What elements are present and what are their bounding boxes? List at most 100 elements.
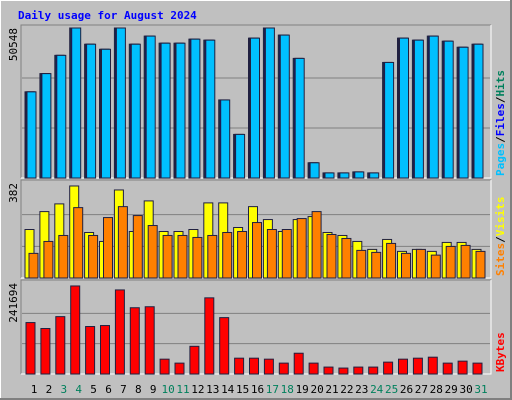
x-tick-label: 3 <box>60 383 67 396</box>
panel-bevel-dark <box>20 279 491 374</box>
y-tick-label: 50548 <box>7 28 20 61</box>
bar <box>356 249 367 279</box>
bar <box>457 360 468 375</box>
x-tick-label: 2 <box>46 383 53 396</box>
bar <box>384 61 395 179</box>
bar <box>278 362 289 375</box>
bar <box>145 35 156 179</box>
bar <box>114 289 125 375</box>
x-tick-label: 17 <box>266 383 279 396</box>
bar <box>443 40 454 179</box>
bar <box>311 211 322 279</box>
bar <box>56 54 67 179</box>
x-tick-label: 9 <box>150 383 157 396</box>
bar <box>73 207 84 279</box>
bar <box>204 297 215 375</box>
bar <box>219 317 230 375</box>
panel-bevel-dark <box>20 24 491 178</box>
bar <box>264 27 275 179</box>
x-tick-label: 12 <box>191 383 204 396</box>
bar <box>386 242 397 279</box>
bar <box>101 48 111 179</box>
bar <box>398 358 408 375</box>
bar <box>472 362 483 375</box>
bar <box>222 231 233 279</box>
panel-bevel-dark <box>20 179 491 278</box>
bar <box>144 306 155 375</box>
legend-separator: / <box>494 236 507 243</box>
bar <box>115 27 126 179</box>
bar <box>442 362 453 375</box>
bar <box>25 322 36 375</box>
bar <box>235 133 246 179</box>
bar <box>412 357 423 375</box>
bar <box>129 307 140 375</box>
x-tick-label: 14 <box>221 383 235 396</box>
bar <box>252 222 262 279</box>
bar <box>460 244 471 279</box>
bar <box>159 358 170 375</box>
y-tick-label: 382 <box>7 183 20 203</box>
bar <box>296 218 307 279</box>
legend-separator: / <box>494 136 507 143</box>
bar <box>353 366 364 375</box>
bar <box>41 73 52 179</box>
x-tick-label: 23 <box>355 383 368 396</box>
bar <box>430 254 441 279</box>
bar <box>427 356 438 375</box>
x-tick-label: 16 <box>251 383 264 396</box>
bar <box>281 229 292 279</box>
legend-entry: Visits <box>494 197 507 237</box>
x-tick-label: 20 <box>310 383 323 396</box>
bar <box>26 91 37 179</box>
bar <box>475 250 486 279</box>
bar <box>103 217 113 279</box>
bar <box>279 34 290 179</box>
bar <box>40 328 51 375</box>
bar <box>399 37 409 179</box>
x-tick-label: 18 <box>281 383 294 396</box>
bar <box>234 357 245 375</box>
bar <box>220 99 231 179</box>
bar <box>308 362 319 375</box>
bar <box>326 233 337 279</box>
x-tick-label: 11 <box>176 383 189 396</box>
bar <box>341 237 352 279</box>
bar <box>338 367 349 375</box>
bar <box>266 229 277 279</box>
bar <box>175 42 186 179</box>
bar <box>324 172 335 179</box>
bar <box>323 366 334 375</box>
bar <box>250 37 260 179</box>
x-tick-label: 1 <box>31 383 38 396</box>
bar <box>28 252 39 279</box>
bar <box>58 234 69 279</box>
bar <box>249 357 259 375</box>
bar <box>207 234 218 279</box>
bar <box>371 251 382 279</box>
bar <box>401 252 411 279</box>
bar <box>70 285 81 375</box>
x-tick-label: 28 <box>430 383 443 396</box>
bar <box>130 43 141 179</box>
legend: KBytes <box>494 332 507 372</box>
x-tick-label: 24 <box>370 383 384 396</box>
bar <box>71 27 82 179</box>
bar <box>445 245 456 279</box>
bar <box>192 236 203 279</box>
bar <box>162 234 173 279</box>
legend-entry: Hits <box>494 70 507 97</box>
bar <box>85 326 96 375</box>
x-tick-label: 19 <box>296 383 309 396</box>
bar <box>177 234 188 279</box>
bar <box>55 316 66 375</box>
bar <box>132 215 143 279</box>
y-tick-label: 241694 <box>7 283 20 323</box>
bar <box>237 230 248 279</box>
x-tick-label: 30 <box>459 383 472 396</box>
x-tick-label: 5 <box>90 383 97 396</box>
x-tick-label: 13 <box>206 383 219 396</box>
bar <box>415 248 426 279</box>
bar <box>369 172 380 179</box>
